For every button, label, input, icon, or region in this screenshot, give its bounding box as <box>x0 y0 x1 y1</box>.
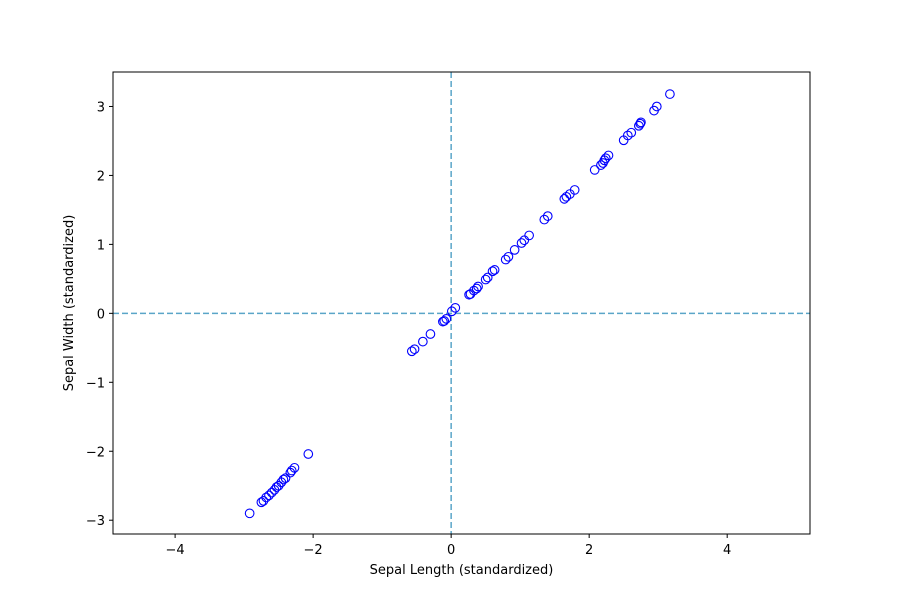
data-point <box>665 89 675 99</box>
y-tick-label: −3 <box>86 514 105 529</box>
data-point <box>473 281 483 292</box>
data-point <box>244 508 255 519</box>
y-axis-label: Sepal Width (standardized) <box>62 215 77 392</box>
data-point <box>542 211 553 221</box>
data-point <box>273 480 284 491</box>
data-point <box>626 127 637 138</box>
data-point <box>500 254 511 265</box>
data-point <box>441 314 452 324</box>
data-point <box>487 266 498 277</box>
data-point <box>446 306 457 317</box>
data-point <box>261 492 272 503</box>
data-point <box>480 274 491 285</box>
data-point <box>600 153 611 164</box>
data-point <box>524 230 534 241</box>
plot-frame <box>112 71 811 535</box>
data-point <box>266 487 277 498</box>
plot-area: −4 −2 0 2 4 −3 −2 −1 0 1 2 3 <box>86 71 811 558</box>
data-point <box>569 185 580 195</box>
y-tick-label: −1 <box>86 376 105 391</box>
data-point <box>418 336 428 347</box>
data-point <box>271 482 282 492</box>
data-point <box>489 265 500 275</box>
data-point <box>465 289 476 299</box>
data-point <box>636 117 646 128</box>
data-point <box>482 272 493 283</box>
data-point <box>561 191 572 202</box>
x-axis-label: Sepal Length (standardized) <box>370 563 554 578</box>
y-tick-label: 1 <box>97 238 105 253</box>
data-point <box>651 101 662 112</box>
data-point <box>559 194 570 204</box>
data-point <box>589 165 600 175</box>
data-point <box>256 497 267 508</box>
data-point <box>596 160 606 170</box>
x-tick-label: 4 <box>723 543 731 558</box>
data-point <box>258 496 269 506</box>
x-tick-label: 0 <box>447 543 455 558</box>
data-point <box>603 150 614 161</box>
data-point <box>264 490 274 501</box>
data-point <box>425 329 436 339</box>
data-point <box>409 344 420 355</box>
y-tick-label: 0 <box>97 307 105 322</box>
data-point <box>280 473 291 483</box>
x-tick-label: 2 <box>585 543 593 558</box>
data-point <box>303 449 314 459</box>
data-point <box>406 346 417 357</box>
x-tick-label: −4 <box>166 543 185 558</box>
data-point <box>278 474 289 485</box>
data-point <box>471 283 482 294</box>
data-point <box>622 130 633 141</box>
y-tick-label: −2 <box>86 445 105 460</box>
data-point <box>450 302 461 313</box>
x-tick-label: −2 <box>304 543 323 558</box>
y-tick-label: 3 <box>97 100 105 115</box>
data-point <box>286 465 297 476</box>
data-point <box>539 214 550 225</box>
data-point <box>516 238 527 248</box>
data-point <box>439 316 450 326</box>
y-tick-label: 2 <box>97 169 105 184</box>
data-point <box>509 245 520 255</box>
data-point <box>503 251 514 262</box>
data-point <box>519 235 530 246</box>
data-point <box>289 462 300 473</box>
